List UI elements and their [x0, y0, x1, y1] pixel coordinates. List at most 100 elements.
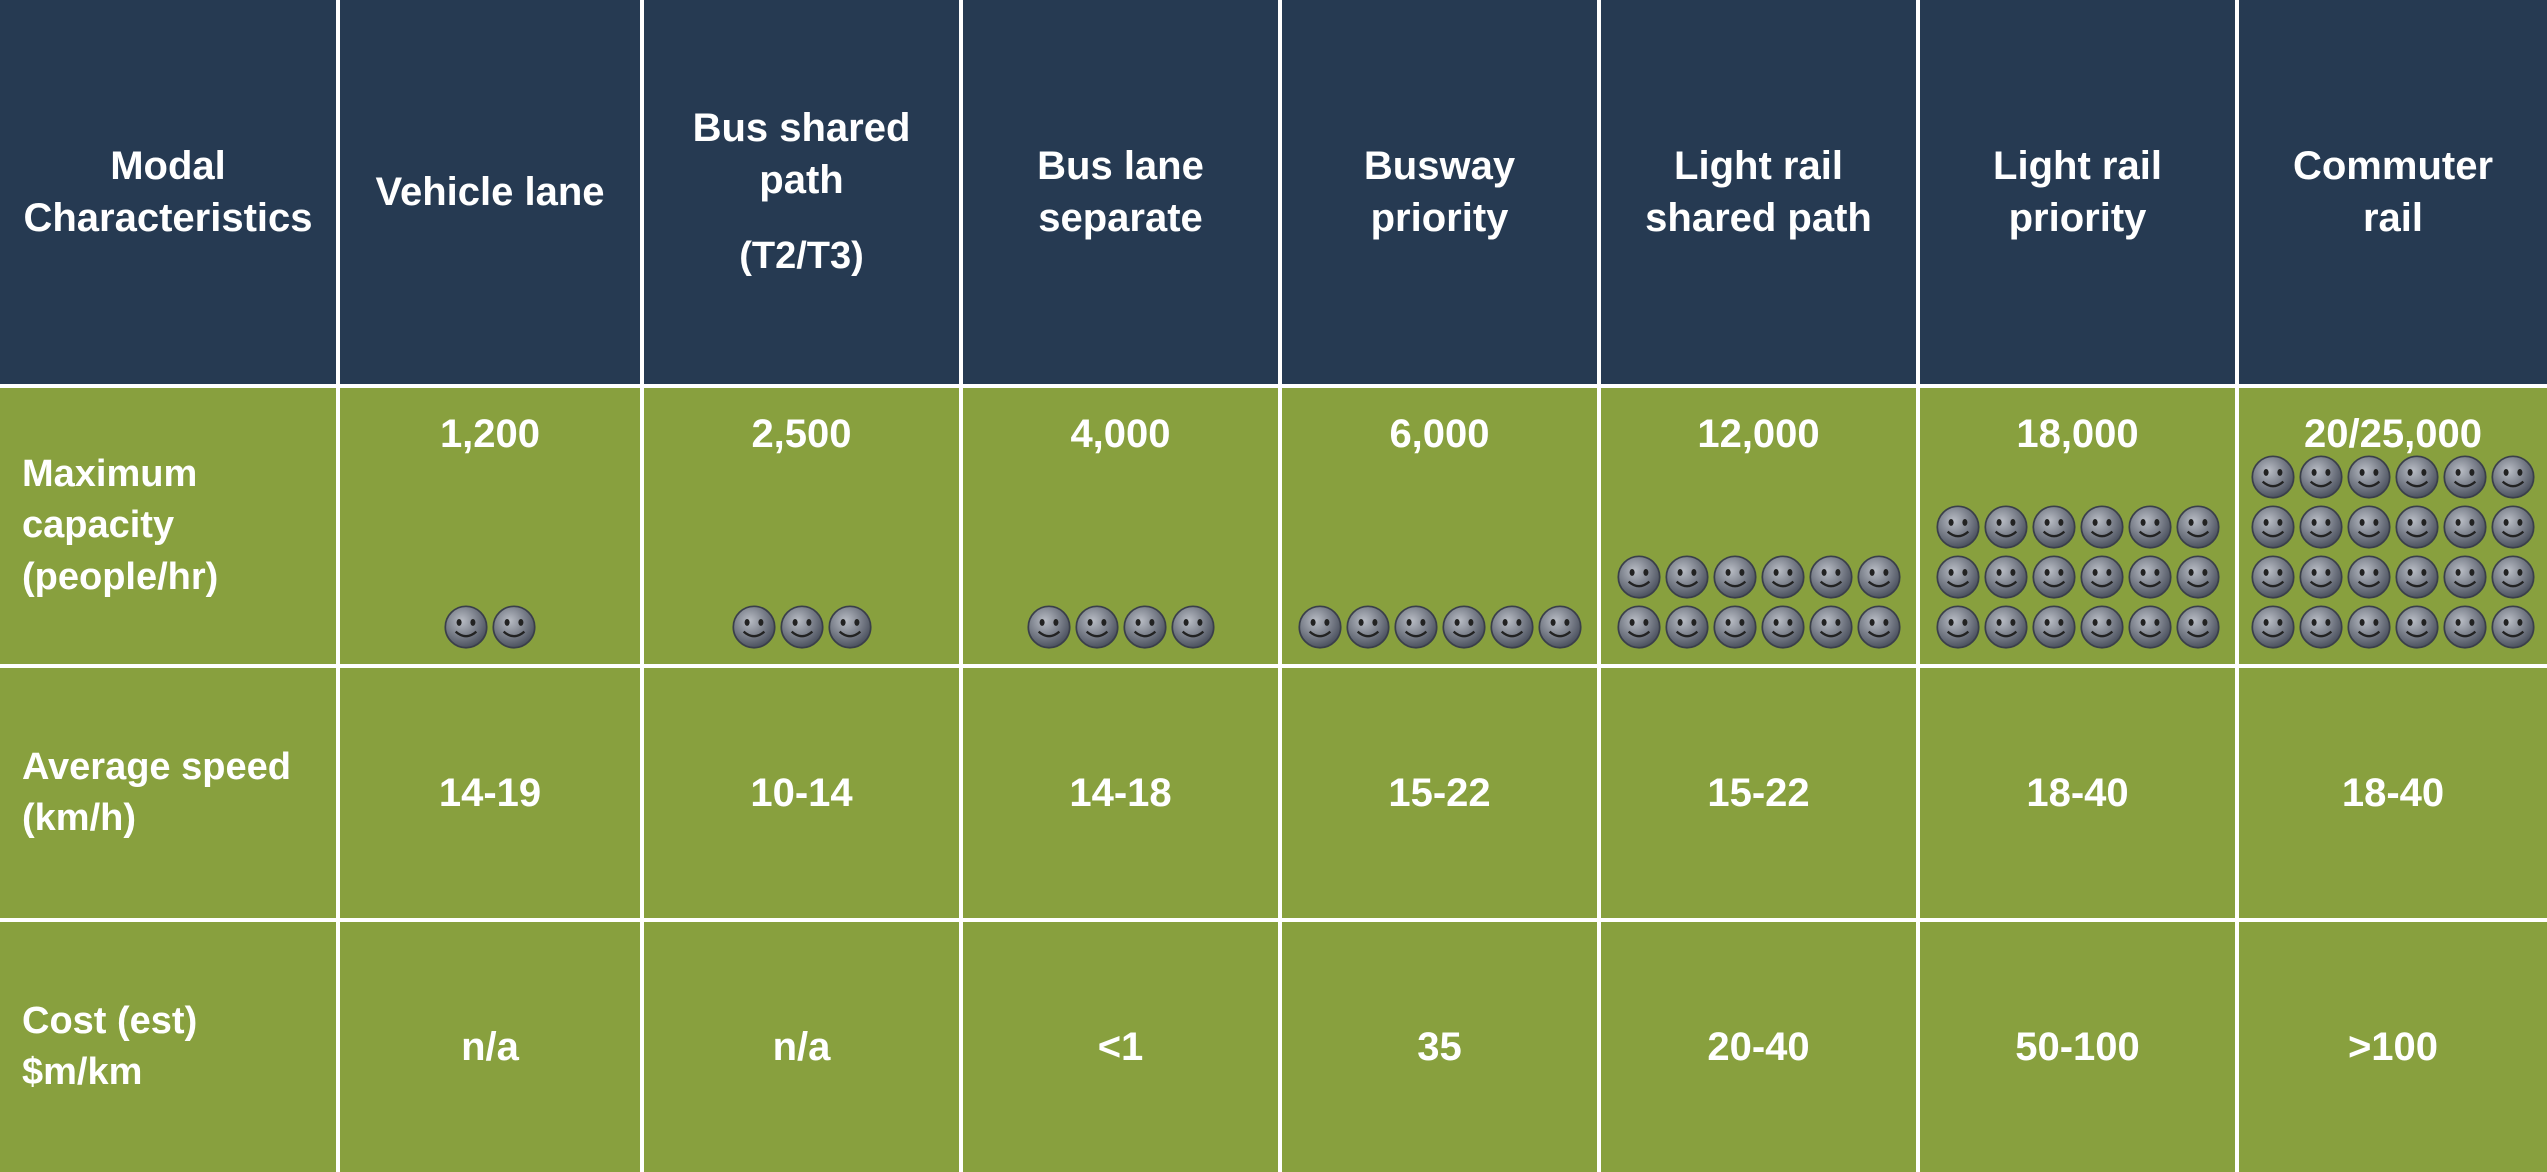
person-icon: [1856, 605, 1901, 649]
table-cell: 10-14: [644, 668, 959, 918]
cell-text: n/a: [772, 1025, 831, 1069]
person-icon: [2395, 455, 2439, 499]
person-icon: [2175, 605, 2220, 649]
person-icon: [2079, 505, 2124, 549]
person-icons: [1920, 504, 2235, 650]
cell-text: >100: [2347, 1025, 2439, 1069]
person-icon: [2443, 505, 2487, 549]
table-cell: n/a: [340, 922, 640, 1172]
person-icon: [1983, 555, 2028, 599]
person-icon: [1122, 605, 1167, 649]
person-icon: [2251, 455, 2295, 499]
person-icon: [2251, 555, 2295, 599]
cell-text: 15-22: [1388, 771, 1491, 815]
person-icon: [2347, 455, 2391, 499]
person-icon: [1664, 555, 1709, 599]
cell-text: 6,000: [1389, 412, 1490, 456]
column-header: Light rail priority: [1920, 0, 2235, 384]
person-icon: [2031, 605, 2076, 649]
person-icon: [2299, 555, 2343, 599]
person-icon: [2395, 605, 2439, 649]
person-icon: [2299, 605, 2343, 649]
person-icon: [1170, 605, 1215, 649]
cell-text: 14-19: [438, 771, 542, 815]
person-icon: [2299, 505, 2343, 549]
table-cell: >100: [2239, 922, 2547, 1172]
person-icon: [2031, 505, 2076, 549]
person-icon: [1808, 555, 1853, 599]
corner-header: Modal Characteristics: [0, 0, 336, 384]
cell-text: 50-100: [2015, 1025, 2140, 1069]
column-header: Bus shared path (T2/T3): [644, 0, 959, 384]
cell-text: <1: [1097, 1025, 1144, 1069]
table-cell: n/a: [644, 922, 959, 1172]
person-icons: [963, 604, 1278, 650]
cell-text: 18,000: [2016, 412, 2139, 456]
table-cell: 35: [1282, 922, 1597, 1172]
column-name: Busway priority: [1363, 144, 1516, 240]
person-icon: [492, 605, 536, 649]
table-cell: 14-18: [963, 668, 1278, 918]
person-icon: [1935, 555, 1980, 599]
column-header: Light rail shared path: [1601, 0, 1916, 384]
cell-text: 18-40: [2026, 771, 2129, 815]
person-icon: [1616, 605, 1661, 649]
person-icon: [827, 605, 872, 649]
table-cell: 18-40: [1920, 668, 2235, 918]
person-icon: [2395, 505, 2439, 549]
cell-text: n/a: [461, 1025, 519, 1069]
column-header: Bus lane separate: [963, 0, 1278, 384]
column-header: Busway priority: [1282, 0, 1597, 384]
cell-text: 20/25,000: [2304, 412, 2482, 456]
table-cell: 4,000: [963, 388, 1278, 664]
person-icon: [1983, 605, 2028, 649]
person-icon: [1808, 605, 1853, 649]
table-cell: <1: [963, 922, 1278, 1172]
person-icon: [1935, 505, 1980, 549]
person-icon: [2299, 455, 2343, 499]
table-cell: 12,000: [1601, 388, 1916, 664]
person-icon: [2031, 555, 2076, 599]
column-name: Light rail shared path: [1645, 144, 1872, 240]
person-icon: [2347, 555, 2391, 599]
table-cell: 2,500: [644, 388, 959, 664]
column-name: Vehicle lane: [375, 170, 605, 214]
cell-text: 10-14: [750, 771, 853, 815]
person-icon: [1297, 605, 1342, 649]
person-icon: [1664, 605, 1709, 649]
cell-text: 1,200: [439, 412, 541, 456]
person-icon: [1935, 605, 1980, 649]
column-header: Commuter rail: [2239, 0, 2547, 384]
person-icon: [444, 605, 488, 649]
row-label: Maximum capacity (people/hr): [0, 388, 336, 664]
column-header: Vehicle lane: [340, 0, 640, 384]
table-cell: 1,200: [340, 388, 640, 664]
table-cell: 18-40: [2239, 668, 2547, 918]
person-icon: [1345, 605, 1390, 649]
person-icon: [2127, 505, 2172, 549]
person-icon: [779, 605, 824, 649]
person-icons: [340, 604, 640, 650]
person-icon: [1537, 605, 1582, 649]
cell-text: 4,000: [1070, 412, 1171, 456]
cell-text: 15-22: [1707, 771, 1810, 815]
cell-text: 35: [1417, 1025, 1462, 1069]
row-label: Average speed (km/h): [0, 668, 336, 918]
person-icon: [2079, 555, 2124, 599]
person-icon: [2251, 505, 2295, 549]
cell-text: 12,000: [1697, 412, 1820, 456]
table-cell: 14-19: [340, 668, 640, 918]
person-icon: [2347, 605, 2391, 649]
person-icon: [2347, 505, 2391, 549]
table-cell: 20/25,000: [2239, 388, 2547, 664]
column-name: Bus shared path: [692, 106, 911, 203]
cell-text: 2,500: [751, 412, 852, 456]
table-cell: 15-22: [1601, 668, 1916, 918]
person-icon: [1026, 605, 1071, 649]
column-name: Commuter rail: [2292, 144, 2494, 240]
row-label-text: Average speed (km/h): [22, 745, 291, 839]
person-icon: [1760, 555, 1805, 599]
person-icon: [2127, 605, 2172, 649]
cell-text: 14-18: [1069, 771, 1172, 815]
person-icons: [2239, 454, 2547, 650]
